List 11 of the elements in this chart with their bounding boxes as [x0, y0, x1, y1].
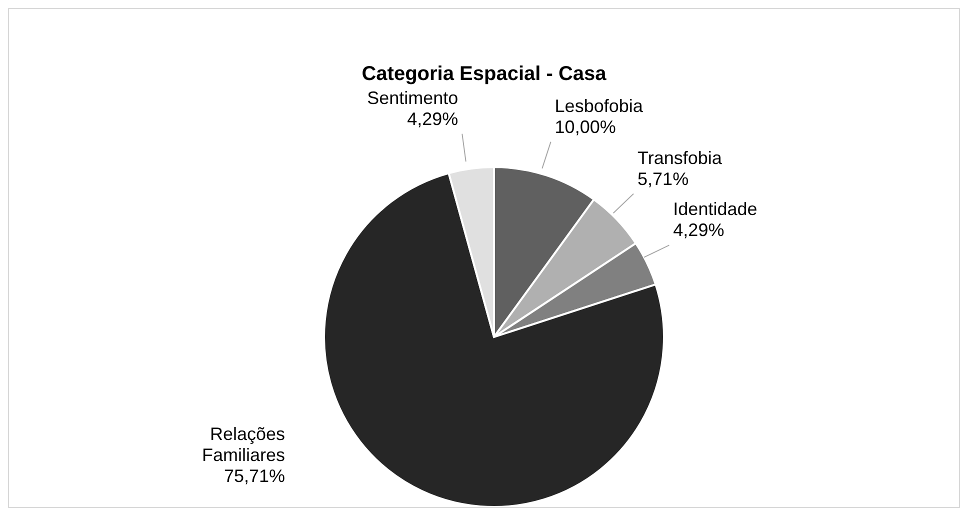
- slice-label: Sentimento: [367, 88, 458, 108]
- chart-title: Categoria Espacial - Casa: [360, 63, 608, 86]
- slice-label: Lesbofobia: [554, 96, 644, 116]
- data-label: 5,71%: [638, 168, 689, 189]
- data-label: 4,29%: [673, 220, 724, 240]
- slice-label: Relações Familiares: [202, 424, 285, 465]
- data-label: 75,71%: [224, 466, 285, 486]
- data-label: 10,00%: [554, 116, 616, 137]
- slice-label: Identidade: [673, 199, 758, 220]
- data-label: 4,29%: [407, 108, 458, 129]
- slice-label: Transfobia: [638, 148, 723, 168]
